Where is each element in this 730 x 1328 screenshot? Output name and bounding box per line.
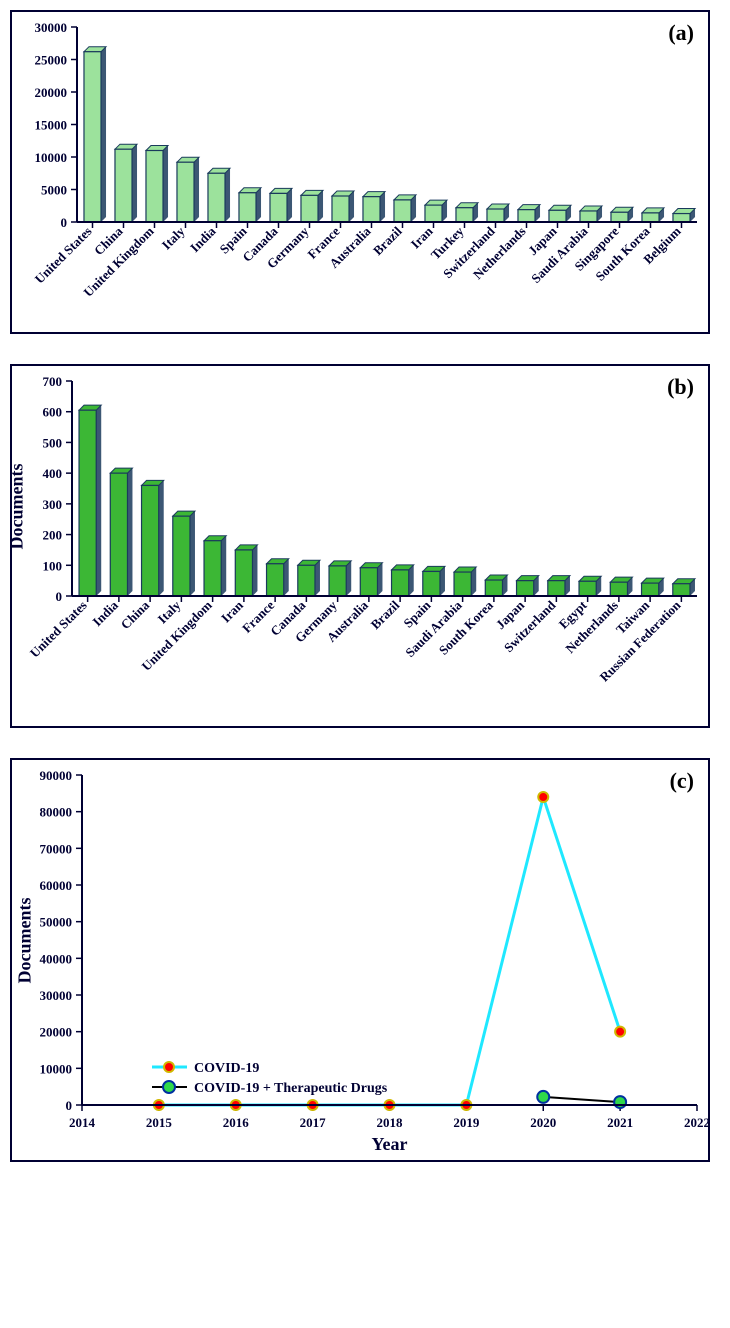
chart-c: 0 10000 20000 30000 40000 50000 60000 70000 8000…	[12, 760, 708, 1160]
svg-text:20000: 20000	[35, 85, 68, 100]
svg-text:China: China	[118, 597, 153, 632]
svg-text:United States: United States	[32, 224, 95, 287]
svg-text:India: India	[187, 223, 219, 255]
svg-text:Brazil: Brazil	[370, 223, 405, 258]
svg-text:Brazil: Brazil	[368, 597, 403, 632]
svg-text:0: 0	[61, 215, 68, 230]
svg-text:600: 600	[43, 405, 63, 420]
svg-text:COVID-19: COVID-19	[194, 1061, 259, 1076]
svg-text:700: 700	[43, 374, 63, 389]
svg-text:200: 200	[43, 528, 63, 543]
svg-text:United States: United States	[27, 598, 90, 661]
svg-text:2022: 2022	[684, 1115, 710, 1130]
svg-text:0: 0	[66, 1098, 73, 1113]
svg-text:2021: 2021	[607, 1115, 633, 1130]
svg-text:100: 100	[43, 558, 63, 573]
svg-text:10000: 10000	[35, 150, 68, 165]
svg-text:400: 400	[43, 466, 63, 481]
svg-text:India: India	[89, 597, 121, 629]
svg-text:2015: 2015	[146, 1115, 173, 1130]
chart-b: 0 100 200 300 400 500 600 700 United StatesIndia…	[12, 366, 708, 726]
svg-text:25000: 25000	[35, 53, 68, 68]
svg-text:15000: 15000	[35, 118, 68, 133]
svg-text:2019: 2019	[453, 1115, 480, 1130]
panel-b: (b) Documents 0100200300400500600700Unit…	[10, 364, 710, 728]
svg-text:Year: Year	[372, 1134, 408, 1154]
svg-text:2020: 2020	[530, 1115, 556, 1130]
svg-text:0: 0	[56, 589, 63, 604]
svg-text:500: 500	[43, 435, 63, 450]
svg-text:90000: 90000	[40, 768, 73, 783]
svg-text:COVID-19 + Therapeutic Drugs: COVID-19 + Therapeutic Drugs	[194, 1081, 388, 1096]
svg-text:2017: 2017	[300, 1115, 327, 1130]
svg-text:300: 300	[43, 497, 63, 512]
panel-c: (c) Documents 01000020000300004000050000…	[10, 758, 710, 1162]
svg-text:40000: 40000	[40, 951, 73, 966]
panel-a: (a) 050001000015000200002500030000United…	[10, 10, 710, 334]
svg-text:30000: 30000	[40, 988, 73, 1003]
svg-text:80000: 80000	[40, 805, 73, 820]
svg-text:10000: 10000	[40, 1061, 73, 1076]
svg-text:2014: 2014	[69, 1115, 96, 1130]
svg-text:5000: 5000	[41, 183, 67, 198]
chart-a: 0 5000 10000 15000 20000 25000 30000 United Sta…	[12, 12, 708, 332]
svg-text:30000: 30000	[35, 20, 68, 35]
svg-text:70000: 70000	[40, 841, 73, 856]
svg-text:2016: 2016	[223, 1115, 250, 1130]
svg-text:60000: 60000	[40, 878, 73, 893]
svg-text:50000: 50000	[40, 915, 73, 930]
svg-text:Italy: Italy	[159, 223, 188, 252]
svg-text:20000: 20000	[40, 1025, 73, 1040]
svg-text:2018: 2018	[377, 1115, 404, 1130]
